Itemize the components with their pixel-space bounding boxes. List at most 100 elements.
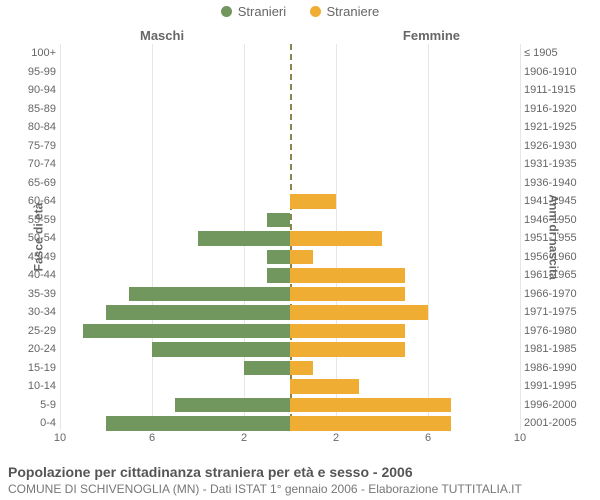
population-pyramid-chart: Stranieri Straniere Maschi Femmine Fasce… xyxy=(0,0,600,500)
half-female xyxy=(290,322,520,341)
birth-year-label: 1986-1990 xyxy=(524,359,584,378)
pyramid-row: 50-541951-1955 xyxy=(60,229,520,248)
bar-male xyxy=(152,342,290,357)
age-label: 55-59 xyxy=(14,211,56,230)
age-label: 30-34 xyxy=(14,303,56,322)
age-label: 15-19 xyxy=(14,359,56,378)
birth-year-label: 1991-1995 xyxy=(524,377,584,396)
half-male xyxy=(60,192,290,211)
birth-year-label: 1961-1965 xyxy=(524,266,584,285)
half-female xyxy=(290,137,520,156)
bar-male xyxy=(106,416,290,431)
pyramid-row: 100+≤ 1905 xyxy=(60,44,520,63)
age-label: 70-74 xyxy=(14,155,56,174)
half-male xyxy=(60,322,290,341)
pyramid-row: 0-42001-2005 xyxy=(60,414,520,433)
legend-label-female: Straniere xyxy=(327,4,380,19)
half-female xyxy=(290,174,520,193)
birth-year-label: 1956-1960 xyxy=(524,248,584,267)
pyramid-row: 70-741931-1935 xyxy=(60,155,520,174)
half-female xyxy=(290,44,520,63)
pyramid-row: 5-91996-2000 xyxy=(60,396,520,415)
bar-male xyxy=(175,398,290,413)
birth-year-label: 1981-1985 xyxy=(524,340,584,359)
half-male xyxy=(60,248,290,267)
half-male xyxy=(60,359,290,378)
half-female xyxy=(290,340,520,359)
pyramid-row: 10-141991-1995 xyxy=(60,377,520,396)
birth-year-label: 1941-1945 xyxy=(524,192,584,211)
half-male xyxy=(60,377,290,396)
half-female xyxy=(290,229,520,248)
half-male xyxy=(60,81,290,100)
pyramid-row: 15-191986-1990 xyxy=(60,359,520,378)
age-label: 10-14 xyxy=(14,377,56,396)
half-male xyxy=(60,229,290,248)
birth-year-label: 1946-1950 xyxy=(524,211,584,230)
half-male xyxy=(60,340,290,359)
birth-year-label: 1976-1980 xyxy=(524,322,584,341)
age-label: 0-4 xyxy=(14,414,56,433)
age-label: 75-79 xyxy=(14,137,56,156)
footer-title: Popolazione per cittadinanza straniera p… xyxy=(8,464,592,480)
header-female: Femmine xyxy=(403,28,460,43)
x-tick-label: 10 xyxy=(54,432,66,444)
bar-female xyxy=(290,361,313,376)
bar-female xyxy=(290,287,405,302)
legend: Stranieri Straniere xyxy=(0,4,600,20)
half-male xyxy=(60,266,290,285)
pyramid-row: 55-591946-1950 xyxy=(60,211,520,230)
pyramid-row: 40-441961-1965 xyxy=(60,266,520,285)
age-label: 35-39 xyxy=(14,285,56,304)
x-tick-label: 6 xyxy=(425,432,431,444)
legend-item-female: Straniere xyxy=(310,4,380,19)
bar-female xyxy=(290,324,405,339)
half-female xyxy=(290,359,520,378)
half-male xyxy=(60,155,290,174)
footer: Popolazione per cittadinanza straniera p… xyxy=(8,464,592,496)
half-female xyxy=(290,63,520,82)
half-female xyxy=(290,81,520,100)
legend-swatch-male xyxy=(221,6,232,17)
bar-female xyxy=(290,379,359,394)
birth-year-label: 1911-1915 xyxy=(524,81,584,100)
bar-male xyxy=(267,213,290,228)
gridline xyxy=(520,44,521,430)
age-label: 60-64 xyxy=(14,192,56,211)
pyramid-row: 65-691936-1940 xyxy=(60,174,520,193)
age-label: 40-44 xyxy=(14,266,56,285)
half-male xyxy=(60,118,290,137)
half-female xyxy=(290,118,520,137)
bar-female xyxy=(290,194,336,209)
bar-male xyxy=(244,361,290,376)
half-female xyxy=(290,377,520,396)
half-male xyxy=(60,396,290,415)
age-label: 100+ xyxy=(14,44,56,63)
birth-year-label: 2001-2005 xyxy=(524,414,584,433)
x-tick-label: 2 xyxy=(333,432,339,444)
plot-area: 100+≤ 190595-991906-191090-941911-191585… xyxy=(60,44,520,430)
age-label: 80-84 xyxy=(14,118,56,137)
bar-female xyxy=(290,305,428,320)
pyramid-row: 75-791926-1930 xyxy=(60,137,520,156)
half-male xyxy=(60,285,290,304)
age-label: 95-99 xyxy=(14,63,56,82)
footer-subtitle: COMUNE DI SCHIVENOGLIA (MN) - Dati ISTAT… xyxy=(8,482,592,496)
bar-female xyxy=(290,250,313,265)
bar-male xyxy=(198,231,290,246)
age-label: 65-69 xyxy=(14,174,56,193)
bar-male xyxy=(267,250,290,265)
half-male xyxy=(60,303,290,322)
age-label: 85-89 xyxy=(14,100,56,119)
x-tick-label: 2 xyxy=(241,432,247,444)
age-label: 5-9 xyxy=(14,396,56,415)
half-female xyxy=(290,248,520,267)
bar-male xyxy=(83,324,290,339)
pyramid-row: 80-841921-1925 xyxy=(60,118,520,137)
birth-year-label: 1951-1955 xyxy=(524,229,584,248)
birth-year-label: 1996-2000 xyxy=(524,396,584,415)
bar-female xyxy=(290,398,451,413)
birth-year-label: 1926-1930 xyxy=(524,137,584,156)
half-female xyxy=(290,414,520,433)
legend-swatch-female xyxy=(310,6,321,17)
